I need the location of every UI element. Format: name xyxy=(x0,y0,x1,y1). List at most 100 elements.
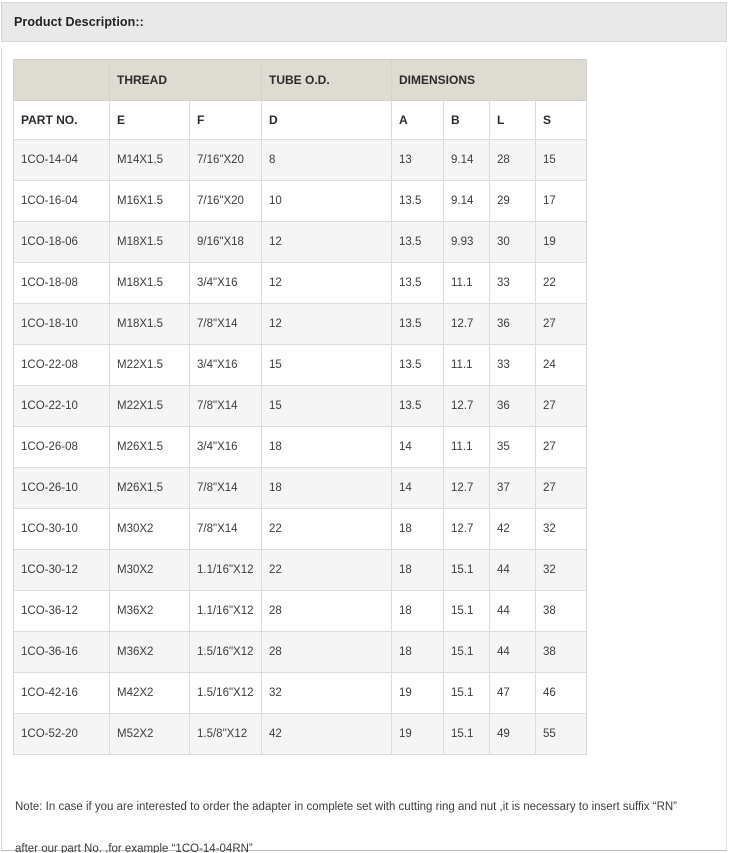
cell-e: M22X1.5 xyxy=(109,344,190,386)
cell-b: 11.1 xyxy=(443,426,490,468)
cell-s: 27 xyxy=(534,385,588,427)
cell-s: 19 xyxy=(534,221,588,263)
cell-b: 11.1 xyxy=(443,262,490,304)
cell-s: 24 xyxy=(534,344,588,386)
cell-d: 15 xyxy=(261,385,392,427)
table-row: 1CO-30-10 M30X2 7/8"X14 22 18 12.7 42 32 xyxy=(13,508,588,550)
cell-e: M36X2 xyxy=(109,631,190,673)
cell-s: 17 xyxy=(534,180,588,222)
table-row: 1CO-14-04 M14X1.5 7/16"X20 8 13 9.14 28 15 xyxy=(13,139,588,181)
cell-e: M30X2 xyxy=(109,508,190,550)
cell-f: 1.5/16"X12 xyxy=(189,631,262,673)
cell-e: M16X1.5 xyxy=(109,180,190,222)
cell-f: 3/4"X16 xyxy=(189,344,262,386)
note-line-1: Note: In case if you are interested to o… xyxy=(15,801,678,813)
table-row: 1CO-16-04 M16X1.5 7/16"X20 10 13.5 9.14 29 17 xyxy=(13,180,588,222)
cell-f: 9/16"X18 xyxy=(189,221,262,263)
cell-a: 13 xyxy=(391,139,444,181)
cell-s: 27 xyxy=(534,303,588,345)
cell-f: 3/4"X16 xyxy=(189,426,262,468)
column-header-e: E xyxy=(109,100,190,140)
cell-a: 13.5 xyxy=(391,303,444,345)
group-header-tube-od: TUBE O.D. xyxy=(261,59,392,101)
group-header-dimensions: DIMENSIONS xyxy=(390,59,588,101)
table-row: 1CO-42-16 M42X2 1.5/16"X12 32 19 15.1 47 46 xyxy=(13,672,588,714)
cell-f: 7/8"X14 xyxy=(189,467,262,509)
cell-d: 22 xyxy=(261,508,392,550)
cell-b: 12.7 xyxy=(443,508,490,550)
cell-d: 12 xyxy=(261,303,392,345)
cell-l: 33 xyxy=(489,262,536,304)
table-head: THREAD TUBE O.D. DIMENSIONS PART NO. E F… xyxy=(13,59,588,140)
cell-s: 22 xyxy=(534,262,588,304)
cell-l: 36 xyxy=(489,385,536,427)
column-header-l: L xyxy=(489,100,536,140)
cell-l: 30 xyxy=(489,221,536,263)
cell-a: 18 xyxy=(391,590,444,632)
cell-part-no: 1CO-18-06 xyxy=(13,221,110,263)
cell-d: 18 xyxy=(261,426,392,468)
table-row: 1CO-18-06 M18X1.5 9/16"X18 12 13.5 9.93 30 19 xyxy=(13,221,588,263)
cell-part-no: 1CO-14-04 xyxy=(13,139,110,181)
note-line-2: after our part No. ,for example “1CO-14-… xyxy=(15,843,253,853)
cell-l: 44 xyxy=(489,590,536,632)
cell-s: 38 xyxy=(534,590,588,632)
cell-f: 1.1/16"X12 xyxy=(189,549,262,591)
cell-a: 18 xyxy=(391,549,444,591)
cell-a: 13.5 xyxy=(391,385,444,427)
cell-a: 14 xyxy=(391,467,444,509)
cell-e: M30X2 xyxy=(109,549,190,591)
table-row: 1CO-26-10 M26X1.5 7/8"X14 18 14 12.7 37 27 xyxy=(13,467,588,509)
cell-e: M14X1.5 xyxy=(109,139,190,181)
cell-part-no: 1CO-26-08 xyxy=(13,426,110,468)
cell-e: M18X1.5 xyxy=(109,303,190,345)
cell-l: 37 xyxy=(489,467,536,509)
table-row: 1CO-36-12 M36X2 1.1/16"X12 28 18 15.1 44 38 xyxy=(13,590,588,632)
cell-d: 10 xyxy=(261,180,392,222)
cell-d: 8 xyxy=(261,139,392,181)
cell-a: 13.5 xyxy=(391,221,444,263)
cell-l: 44 xyxy=(489,549,536,591)
cell-a: 18 xyxy=(391,631,444,673)
content-panel: THREAD TUBE O.D. DIMENSIONS PART NO. E F… xyxy=(1,48,727,853)
cell-b: 15.1 xyxy=(443,631,490,673)
cell-b: 15.1 xyxy=(443,549,490,591)
cell-f: 7/8"X14 xyxy=(189,385,262,427)
table-row: 1CO-30-12 M30X2 1.1/16"X12 22 18 15.1 44 32 xyxy=(13,549,588,591)
cell-l: 35 xyxy=(489,426,536,468)
cell-part-no: 1CO-22-08 xyxy=(13,344,110,386)
cell-s: 27 xyxy=(534,467,588,509)
cell-d: 18 xyxy=(261,467,392,509)
cell-part-no: 1CO-16-04 xyxy=(13,180,110,222)
cell-s: 32 xyxy=(534,508,588,550)
cell-l: 29 xyxy=(489,180,536,222)
cell-d: 28 xyxy=(261,590,392,632)
cell-e: M22X1.5 xyxy=(109,385,190,427)
cell-f: 7/16"X20 xyxy=(189,180,262,222)
cell-d: 12 xyxy=(261,262,392,304)
cell-s: 46 xyxy=(534,672,588,714)
cell-f: 7/8"X14 xyxy=(189,303,262,345)
cell-part-no: 1CO-18-08 xyxy=(13,262,110,304)
cell-part-no: 1CO-42-16 xyxy=(13,672,110,714)
cell-a: 19 xyxy=(391,672,444,714)
column-header-d: D xyxy=(261,100,392,140)
cell-e: M26X1.5 xyxy=(109,467,190,509)
cell-l: 47 xyxy=(489,672,536,714)
cell-part-no: 1CO-22-10 xyxy=(13,385,110,427)
cell-e: M36X2 xyxy=(109,590,190,632)
cell-f: 1.5/16"X12 xyxy=(189,672,262,714)
table-row: 1CO-18-10 M18X1.5 7/8"X14 12 13.5 12.7 36 27 xyxy=(13,303,588,345)
table-row: 1CO-18-08 M18X1.5 3/4"X16 12 13.5 11.1 33 22 xyxy=(13,262,588,304)
cell-b: 11.1 xyxy=(443,344,490,386)
cell-part-no: 1CO-52-20 xyxy=(13,713,110,755)
cell-a: 13.5 xyxy=(391,344,444,386)
cell-l: 42 xyxy=(489,508,536,550)
column-header-a: A xyxy=(391,100,444,140)
cell-d: 12 xyxy=(261,221,392,263)
cell-d: 28 xyxy=(261,631,392,673)
cell-b: 9.93 xyxy=(443,221,490,263)
table-row: 1CO-22-10 M22X1.5 7/8"X14 15 13.5 12.7 36 27 xyxy=(13,385,588,427)
cell-l: 49 xyxy=(489,713,536,755)
